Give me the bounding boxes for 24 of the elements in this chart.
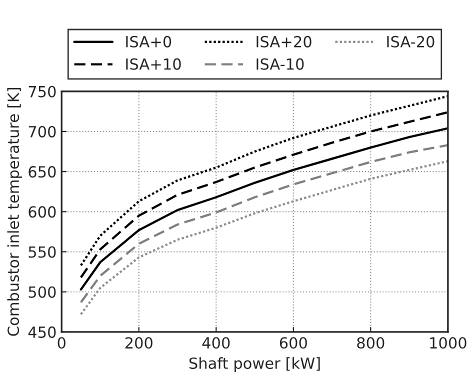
legend-label: ISA-20: [387, 36, 434, 48]
x-tick-label: 400: [202, 337, 230, 349]
x-tick-label: 0: [58, 337, 66, 349]
line-series: [80, 144, 448, 304]
y-tick-label: 500: [28, 286, 56, 298]
legend-label: ISA+20: [256, 36, 312, 48]
y-tick-label: 450: [28, 326, 56, 338]
y-tick-label: 650: [28, 166, 56, 178]
y-tick-label: 600: [28, 206, 56, 218]
legend-label: ISA+10: [126, 58, 181, 70]
y-tick-label: 550: [28, 246, 56, 258]
x-axis-title: Shaft power [kW]: [189, 357, 320, 372]
x-tick-label: 1000: [430, 337, 466, 349]
line-series: [80, 95, 448, 267]
y-tick-label: 750: [28, 86, 56, 98]
line-series: [80, 111, 448, 279]
y-tick-label: 700: [28, 126, 56, 138]
x-tick-label: 200: [125, 337, 152, 349]
line-series: [80, 127, 448, 291]
x-tick-label: 800: [357, 337, 384, 349]
x-tick-label: 600: [280, 337, 307, 349]
y-axis-title: Combustor inlet temperature [K]: [7, 88, 22, 336]
legend-label: ISA-10: [256, 58, 304, 70]
legend-label: ISA+0: [126, 36, 172, 48]
